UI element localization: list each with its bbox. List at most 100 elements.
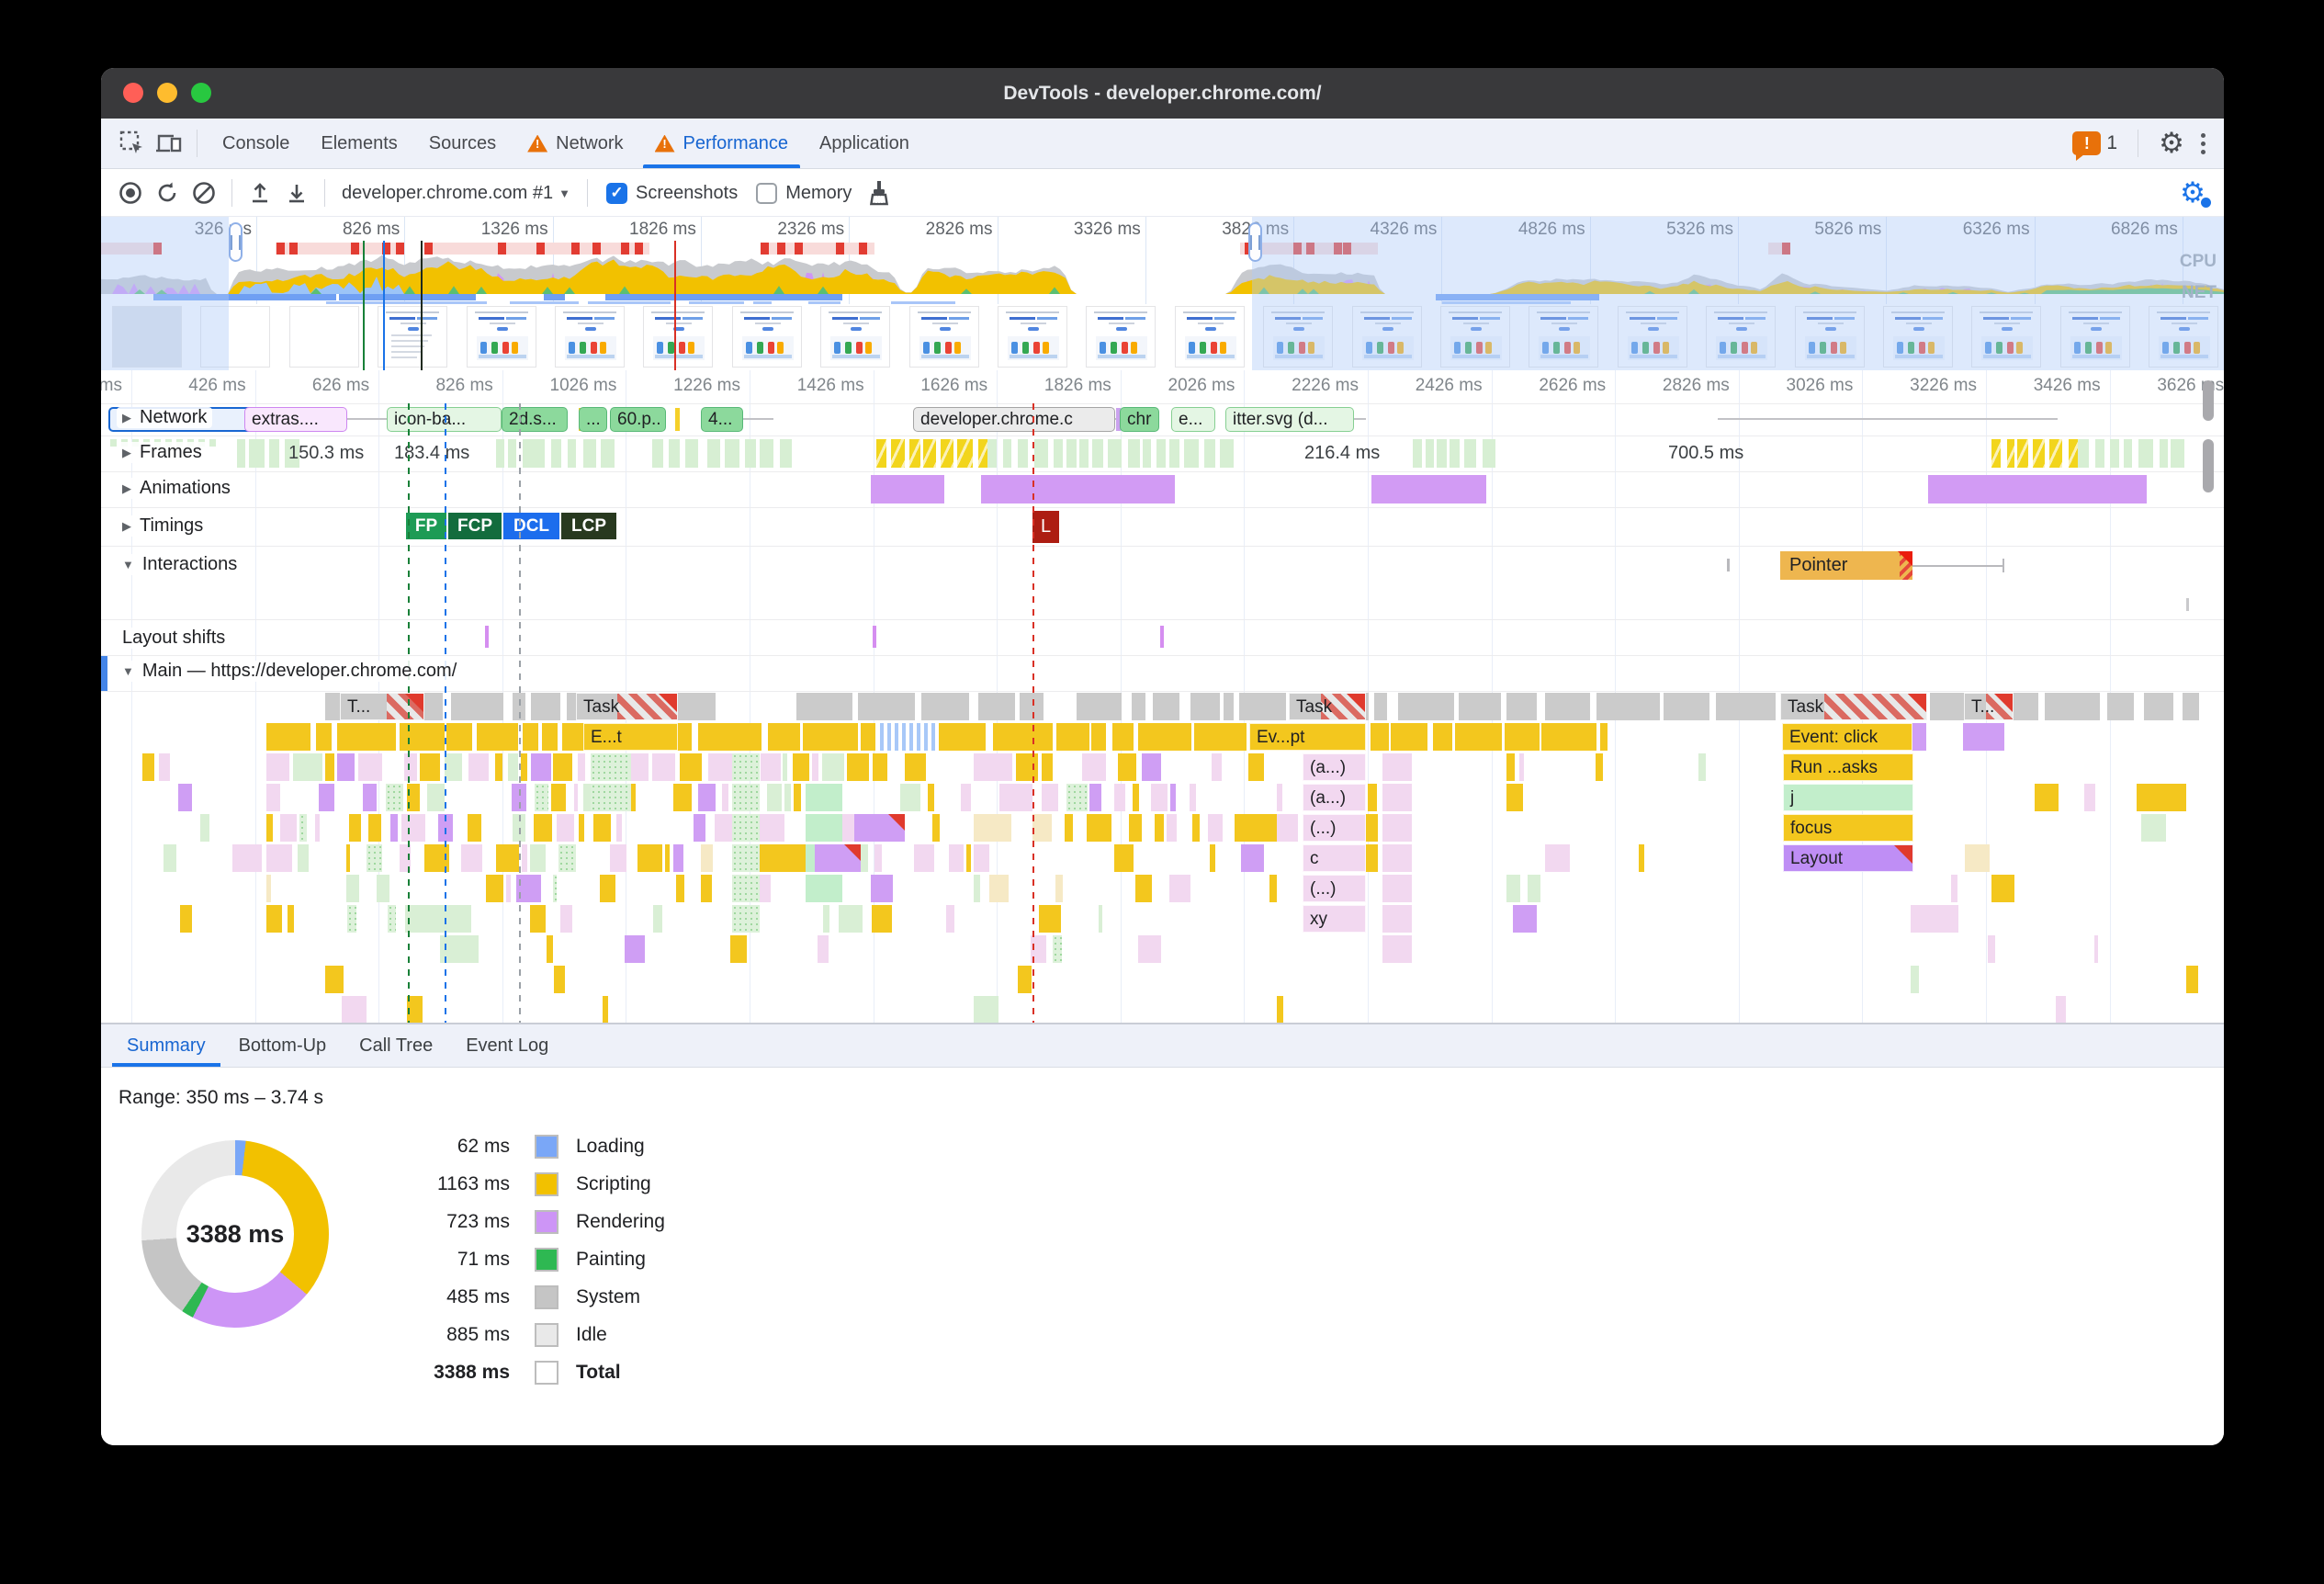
- frame-bar-partial[interactable]: [957, 439, 974, 468]
- flame-segment[interactable]: [1248, 753, 1265, 781]
- flame-task-segment[interactable]: [796, 693, 852, 720]
- frame-bar[interactable]: [1079, 439, 1089, 468]
- flame-segment[interactable]: [1041, 753, 1054, 781]
- flame-segment[interactable]: [591, 753, 631, 781]
- frame-bar[interactable]: [284, 439, 300, 468]
- flame-segment[interactable]: [1039, 905, 1061, 933]
- flame-segment[interactable]: [1137, 723, 1192, 751]
- flame-segment[interactable]: [522, 723, 539, 751]
- flame-segment[interactable]: [928, 784, 934, 811]
- flame-segment[interactable]: [345, 875, 360, 902]
- flame-segment[interactable]: [1016, 753, 1039, 781]
- flame-task-segment[interactable]: [2106, 693, 2135, 720]
- flame-segment[interactable]: [1545, 844, 1571, 872]
- flame-segment[interactable]: [420, 753, 440, 781]
- flame-segment[interactable]: [377, 875, 389, 902]
- filmstrip-frame[interactable]: [820, 306, 891, 368]
- flame-segment[interactable]: [1018, 966, 1032, 993]
- flame-segment[interactable]: [817, 935, 829, 963]
- flame-segment[interactable]: [559, 905, 572, 933]
- filmstrip-frame[interactable]: [112, 306, 182, 368]
- flame-segment[interactable]: [426, 784, 445, 811]
- frame-bar[interactable]: [1127, 439, 1140, 468]
- tab-network[interactable]: Network: [512, 119, 638, 168]
- flame-segment[interactable]: [1382, 875, 1412, 902]
- flame-segment[interactable]: [761, 753, 782, 781]
- flame-segment[interactable]: [708, 753, 734, 781]
- flame-segment[interactable]: [593, 814, 612, 842]
- frame-bar[interactable]: [1168, 439, 1180, 468]
- frame-bar-partial[interactable]: [2006, 439, 2015, 468]
- filmstrip-frame[interactable]: [1971, 306, 2042, 368]
- flame-segment[interactable]: [292, 753, 323, 781]
- flame-segment[interactable]: [730, 935, 747, 963]
- flame-task-segment[interactable]: [920, 693, 970, 720]
- flame-segment[interactable]: [665, 844, 671, 872]
- flame-segment[interactable]: [287, 905, 295, 933]
- flame-task-segment[interactable]: [1596, 693, 1660, 720]
- network-request[interactable]: icon-ba...: [387, 407, 502, 432]
- flame-segment[interactable]: [1505, 723, 1511, 751]
- filmstrip-frame[interactable]: [2149, 306, 2219, 368]
- flame-segment[interactable]: [1114, 784, 1126, 811]
- flame-segment[interactable]: [342, 996, 367, 1023]
- frame-bar[interactable]: [1425, 439, 1434, 468]
- flame-segment[interactable]: [231, 844, 262, 872]
- flame-segment[interactable]: [1241, 844, 1264, 872]
- flame-segment[interactable]: [280, 814, 297, 842]
- flame-segment[interactable]: [477, 723, 518, 751]
- flame-segment[interactable]: [1367, 784, 1377, 811]
- flame-segment[interactable]: [531, 753, 551, 781]
- filmstrip-frame[interactable]: [1440, 306, 1510, 368]
- frame-bar[interactable]: [1464, 439, 1477, 468]
- frame-bar[interactable]: [1143, 439, 1152, 468]
- flame-segment[interactable]: [697, 784, 716, 811]
- interaction-pointer-chip[interactable]: Pointer: [1780, 551, 1912, 580]
- flame-segment[interactable]: [163, 844, 177, 872]
- flame-segment[interactable]: [1151, 784, 1168, 811]
- flame-segment[interactable]: [316, 723, 333, 751]
- flame-segment[interactable]: [602, 996, 609, 1023]
- flame-segment[interactable]: [1433, 723, 1453, 751]
- animation-bar[interactable]: [1928, 475, 2147, 503]
- frame-bar[interactable]: [1183, 439, 1199, 468]
- flame-segment[interactable]: [444, 753, 463, 781]
- network-request[interactable]: 4...: [701, 407, 743, 432]
- flame-segment[interactable]: [573, 784, 579, 811]
- legend-swatch[interactable]: [535, 1360, 558, 1385]
- flame-segment[interactable]: [158, 753, 170, 781]
- flame-segment[interactable]: [199, 814, 209, 842]
- flame-segment[interactable]: [861, 723, 876, 751]
- flame-segment[interactable]: [1639, 844, 1645, 872]
- flame-segment[interactable]: [732, 814, 760, 842]
- flame-task[interactable]: T...: [1964, 693, 2014, 720]
- flame-event[interactable]: (a...): [1303, 753, 1366, 781]
- flame-segment[interactable]: [495, 753, 502, 781]
- flame-segment[interactable]: [1191, 814, 1200, 842]
- flame-segment[interactable]: [1382, 905, 1412, 933]
- flame-segment[interactable]: [2093, 935, 2099, 963]
- record-icon[interactable]: [112, 175, 149, 211]
- flame-segment[interactable]: [2141, 814, 2167, 842]
- flame-task-segment[interactable]: [858, 693, 916, 720]
- issues-badge-icon[interactable]: !: [2072, 131, 2102, 161]
- flame-task-segment[interactable]: [1224, 693, 1234, 720]
- flame-segment[interactable]: [266, 844, 292, 872]
- filmstrip-frame[interactable]: [1174, 306, 1245, 368]
- frame-bar-partial[interactable]: [909, 439, 920, 468]
- frame-bar[interactable]: [2109, 439, 2120, 468]
- frame-bar-partial[interactable]: [876, 439, 886, 468]
- flame-segment[interactable]: [974, 753, 1013, 781]
- filmstrip-frame[interactable]: [1263, 306, 1334, 368]
- flame-segment[interactable]: [1055, 875, 1063, 902]
- filmstrip-frame[interactable]: [1529, 306, 1599, 368]
- flame-task-segment[interactable]: [1373, 693, 1388, 720]
- flame-segment[interactable]: [558, 844, 576, 872]
- flame-segment[interactable]: [266, 784, 280, 811]
- flame-event[interactable]: (...): [1303, 814, 1366, 842]
- flame-segment[interactable]: [1066, 784, 1088, 811]
- flame-segment[interactable]: [552, 753, 572, 781]
- flame-segment[interactable]: [2136, 784, 2186, 811]
- download-profile-icon[interactable]: [278, 175, 315, 211]
- flame-task[interactable]: T...: [340, 693, 424, 720]
